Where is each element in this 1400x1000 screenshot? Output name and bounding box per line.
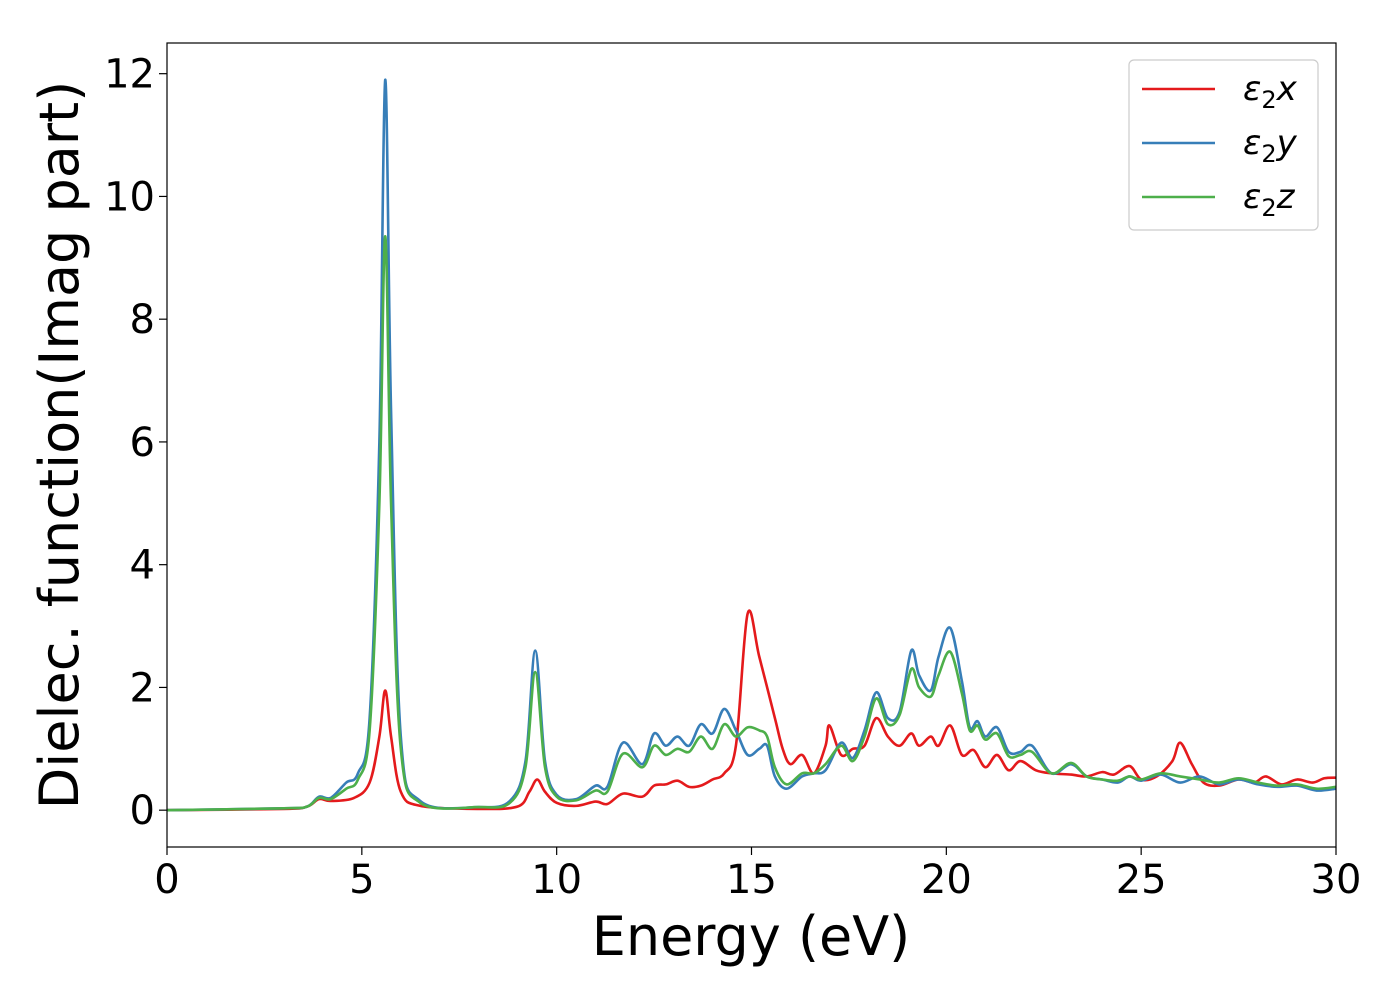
x-axis-title: Energy (eV) <box>592 905 911 968</box>
x-tick-label: 5 <box>349 857 374 903</box>
series-layer <box>166 78 1337 812</box>
x-tick-label: 25 <box>1116 857 1167 903</box>
series-line-x <box>166 609 1337 812</box>
legend-label-y: ε2y <box>1243 123 1298 168</box>
legend-label-z: ε2z <box>1243 177 1296 222</box>
x-tick-label: 20 <box>921 857 972 903</box>
x-tick-label: 30 <box>1311 857 1362 903</box>
legend: ε2x ε2y ε2z <box>1128 59 1319 231</box>
y-tick-label: 0 <box>130 788 155 834</box>
x-axis: 0 5 10 15 20 25 30 <box>154 847 1361 903</box>
legend-label-x: ε2x <box>1243 69 1298 114</box>
y-tick-label: 4 <box>130 543 155 589</box>
y-tick-label: 10 <box>104 174 155 220</box>
y-tick-label: 2 <box>130 665 155 711</box>
legend-frame <box>1128 59 1319 231</box>
series-line-z <box>166 235 1337 812</box>
x-tick-label: 15 <box>726 857 777 903</box>
y-tick-label: 12 <box>104 52 155 98</box>
y-axis: 0 2 4 6 8 10 12 <box>104 52 167 834</box>
y-tick-label: 6 <box>130 420 155 466</box>
x-tick-label: 0 <box>154 857 179 903</box>
x-tick-label: 10 <box>531 857 582 903</box>
y-tick-label: 8 <box>130 297 155 343</box>
y-axis-title: Dielec. function(Imag part) <box>28 81 91 810</box>
